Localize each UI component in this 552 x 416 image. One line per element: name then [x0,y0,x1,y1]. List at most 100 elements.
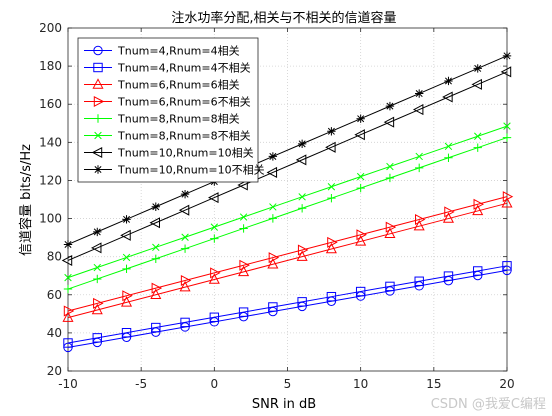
data-point [63,338,73,348]
legend-box [77,37,259,183]
legend-marker [93,114,103,123]
data-point [473,143,482,152]
data-point [151,322,161,333]
data-point [93,297,104,309]
data-point [415,163,424,173]
data-point [122,264,131,274]
data-point [297,297,307,307]
data-point [385,101,395,111]
data-point [442,91,453,103]
data-point [502,51,512,61]
legend-label: Tnum=6,Rnum=6不相关 [117,95,251,109]
data-point [355,235,367,246]
series-line [67,265,508,344]
data-point [502,191,514,203]
data-point [269,203,277,211]
legend-label: Tnum=6,Rnum=6相关 [117,78,240,92]
legend-entry: Tnum=8,Rnum=8相关 [84,112,240,126]
legend-marker [93,62,103,73]
data-point [151,282,163,294]
data-point [502,261,512,271]
legend-label: Tnum=8,Rnum=8相关 [117,112,240,126]
data-point [62,311,74,322]
legend-marker [92,78,104,89]
legend-entry: Tnum=6,Rnum=6不相关 [84,95,251,109]
x-tick-label: 0 [211,377,219,391]
data-point [178,204,190,216]
legend-entry: Tnum=4,Rnum=4不相关 [84,61,251,75]
data-point [239,259,250,271]
data-point [443,271,454,281]
series-line [67,137,508,290]
data-point [180,244,190,253]
data-point [122,290,133,302]
data-point [385,221,397,233]
data-point [238,265,250,277]
data-point [268,214,278,223]
x-tick-label: 10 [353,377,368,391]
data-point [356,183,365,193]
data-point [471,78,482,90]
data-point [325,242,337,254]
data-point [444,76,453,86]
data-point [473,64,482,73]
data-point [210,223,219,231]
data-point [61,254,73,267]
data-point [474,132,482,140]
data-point [355,286,366,297]
data-point [180,189,190,199]
data-point [327,183,336,191]
legend-label: Tnum=8,Rnum=8不相关 [117,129,251,143]
data-point [327,127,336,136]
x-tick-label: 5 [284,377,292,391]
series-line [67,196,508,312]
data-point [326,291,337,302]
legend-label: Tnum=10,Rnum=10不相关 [117,163,265,177]
data-point [356,114,365,123]
data-point [268,252,280,264]
data-point [413,219,425,231]
series-layer [61,51,514,353]
x-axis-label: SNR in dB [252,397,316,412]
legend-entry: Tnum=10,Rnum=10不相关 [84,163,265,177]
data-point [503,122,511,130]
y-tick-label: 100 [39,212,62,226]
legend-entry: Tnum=8,Rnum=8不相关 [84,129,251,143]
data-point [64,273,72,282]
data-point [356,229,367,241]
grid [68,28,507,371]
x-tick-label: 20 [499,377,514,391]
data-point [500,66,512,78]
data-point [384,227,396,238]
data-point [208,273,220,284]
data-point [444,142,453,151]
data-point [151,202,160,211]
data-point [327,193,336,203]
data-point [414,276,424,286]
data-point [93,274,102,284]
data-point [296,250,308,261]
data-point [239,224,248,233]
data-point [63,305,75,317]
data-point [239,213,248,221]
legend-label: Tnum=4,Rnum=4不相关 [117,61,251,75]
y-tick-label: 160 [39,97,62,111]
data-point [354,129,365,141]
data-point [121,296,133,307]
y-tick-label: 20 [47,364,62,378]
data-point [295,154,307,166]
data-point [442,212,454,223]
data-point [92,333,102,343]
data-point [122,215,131,224]
legend-marker [93,165,103,174]
data-point [210,267,221,279]
legend-entry: Tnum=6,Rnum=6相关 [84,78,240,92]
data-point [93,227,102,237]
data-point [502,133,512,142]
data-point [298,193,306,201]
data-point [91,303,103,315]
series-7 [61,66,512,267]
data-point [63,240,73,249]
data-point [383,116,395,128]
